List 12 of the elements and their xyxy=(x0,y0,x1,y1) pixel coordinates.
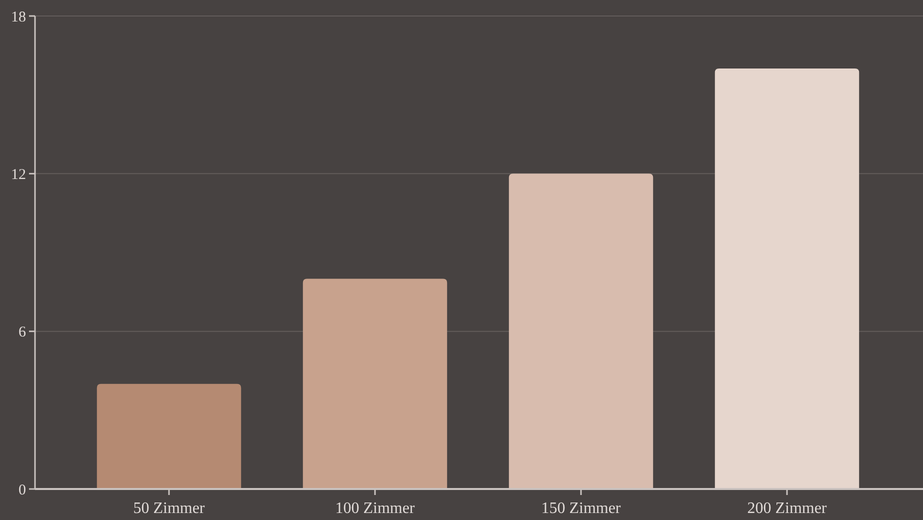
bar xyxy=(714,68,860,489)
x-tick-label: 100 Zimmer xyxy=(335,500,416,517)
x-tick-label: 50 Zimmer xyxy=(133,500,206,517)
x-tick-label: 150 Zimmer xyxy=(541,500,622,517)
y-tick-label: 6 xyxy=(18,324,26,341)
y-tick-label: 18 xyxy=(11,9,26,26)
y-tick-label: 12 xyxy=(11,166,26,183)
x-tick-label: 200 Zimmer xyxy=(747,500,828,517)
bar xyxy=(508,174,654,489)
bar xyxy=(302,278,448,489)
bar xyxy=(96,384,242,489)
y-tick-label: 0 xyxy=(18,482,26,498)
